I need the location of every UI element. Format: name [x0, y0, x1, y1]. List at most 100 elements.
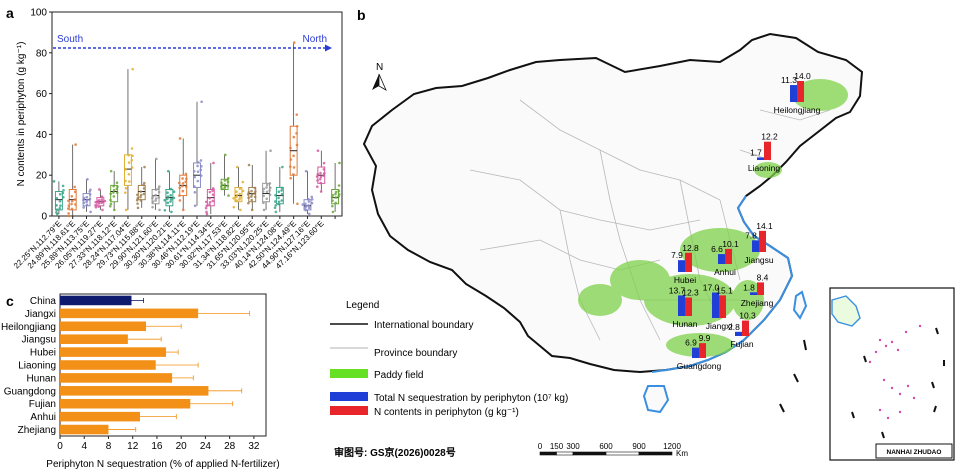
data-point: [250, 193, 254, 196]
site-box: [123, 67, 134, 212]
data-point: [103, 199, 107, 203]
data-point: [220, 185, 223, 188]
data-point: [199, 168, 203, 172]
data-point: [250, 189, 253, 193]
n-content-bar: [797, 81, 804, 102]
data-point: [73, 185, 77, 189]
data-point: [196, 161, 200, 164]
data-point: [310, 195, 314, 199]
data-point: [70, 194, 74, 198]
site-box: [220, 153, 230, 197]
data-point: [82, 201, 86, 205]
total-n-bar: [752, 240, 759, 252]
data-point: [97, 205, 100, 208]
n-content-value: 12.3: [682, 288, 699, 298]
data-point: [268, 182, 272, 185]
data-point: [184, 185, 188, 188]
data-point: [304, 202, 307, 206]
data-point: [319, 175, 323, 179]
data-point: [292, 154, 295, 158]
box: [54, 191, 63, 211]
category-label: Zhejiang: [18, 425, 56, 436]
data-point: [292, 166, 296, 169]
data-point: [319, 190, 323, 193]
n-content-bar: [757, 282, 764, 295]
data-point: [70, 199, 74, 203]
scale-tick-label: 1200: [663, 442, 681, 451]
data-point: [247, 163, 251, 167]
data-point: [334, 201, 337, 205]
data-point: [112, 195, 116, 198]
data-point: [196, 170, 200, 174]
data-point: [304, 208, 307, 212]
data-point: [337, 189, 341, 193]
data-point: [211, 193, 215, 196]
category-label: Jiangsu: [22, 335, 56, 346]
data-point: [154, 188, 158, 192]
data-point: [85, 195, 89, 199]
data-point: [185, 177, 188, 181]
data-point: [250, 195, 253, 198]
data-point: [211, 189, 214, 193]
data-point: [139, 199, 143, 202]
data-point: [55, 211, 58, 214]
bar: [60, 321, 147, 332]
data-point: [318, 177, 322, 181]
n-content-value: 8.4: [757, 272, 769, 282]
n-content-bar: [685, 252, 692, 272]
total-n-value: 7.8: [745, 230, 757, 240]
panel-a-x-tick-labels: 22.25°N,112.79°E24.89°N,118.61°E25.89°N,…: [12, 216, 336, 271]
data-point: [274, 204, 277, 207]
data-point: [226, 180, 230, 184]
province-name: Anhui: [714, 267, 736, 277]
bar: [60, 308, 199, 319]
data-point: [136, 202, 139, 205]
data-point: [136, 193, 139, 197]
data-point: [155, 157, 158, 161]
legend-paddy-swatch: [330, 369, 368, 378]
data-point: [166, 195, 170, 198]
bar-row: Liaoning: [18, 360, 199, 372]
data-point: [169, 194, 173, 197]
data-point: [235, 190, 238, 194]
data-point: [94, 203, 97, 207]
scale-tick-label: 900: [632, 442, 646, 451]
data-point: [224, 153, 227, 157]
data-point: [241, 180, 245, 184]
n-content-bar: [725, 248, 732, 264]
data-point: [66, 207, 70, 210]
category-label: Liaoning: [18, 361, 56, 372]
data-point: [227, 194, 230, 197]
site-box: [52, 180, 65, 216]
data-point: [166, 201, 170, 205]
data-point: [100, 195, 104, 198]
data-point: [82, 198, 85, 202]
data-point: [59, 204, 62, 207]
data-point: [136, 206, 140, 210]
total-n-bar: [757, 157, 764, 160]
total-n-bar: [678, 260, 685, 272]
data-point: [127, 154, 130, 157]
data-point: [253, 195, 257, 199]
province-bar-group: 17.015.1 Jiangxi: [703, 283, 733, 332]
data-point: [169, 200, 172, 203]
province-bar-group: 1.88.4 Zhejiang: [741, 272, 774, 308]
data-point: [193, 204, 197, 208]
data-point: [151, 197, 154, 200]
data-point: [101, 208, 104, 212]
site-box: [330, 161, 341, 214]
data-point: [127, 161, 131, 164]
data-point: [67, 199, 70, 203]
inset-label-box: [875, 443, 953, 459]
data-point: [178, 186, 181, 190]
data-point: [226, 178, 229, 182]
data-point: [205, 210, 208, 214]
x-tick-label: 20: [176, 441, 188, 452]
category-label: China: [30, 296, 57, 307]
data-point: [130, 147, 134, 150]
data-point: [241, 189, 245, 193]
total-n-value: 7.9: [671, 250, 683, 260]
data-point: [262, 201, 265, 205]
data-point: [337, 184, 341, 187]
province-bars: 11.314.0 Heilongjiang 1.7 12.2 Liaoning 7.814…: [669, 71, 821, 371]
